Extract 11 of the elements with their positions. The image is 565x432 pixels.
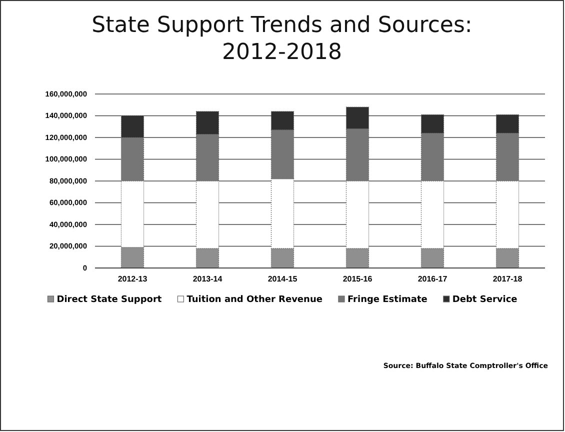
legend-label: Fringe Estimate (347, 295, 428, 305)
x-tick-label: 2013-14 (192, 274, 223, 284)
x-tick-label: 2015-16 (342, 274, 373, 284)
legend-label: Debt Service (452, 295, 518, 305)
x-tick-label: 2014-15 (268, 274, 298, 284)
x-tick-label: 2016-17 (418, 274, 448, 284)
x-tick-label: 2012-13 (118, 274, 148, 284)
chart-title: State Support Trends and Sources: 2012-2018 (92, 13, 472, 65)
legend-label: Direct State Support (56, 295, 162, 305)
legend-label: Tuition and Other Revenue (186, 295, 322, 305)
x-tick-label: 2017-18 (492, 274, 523, 284)
